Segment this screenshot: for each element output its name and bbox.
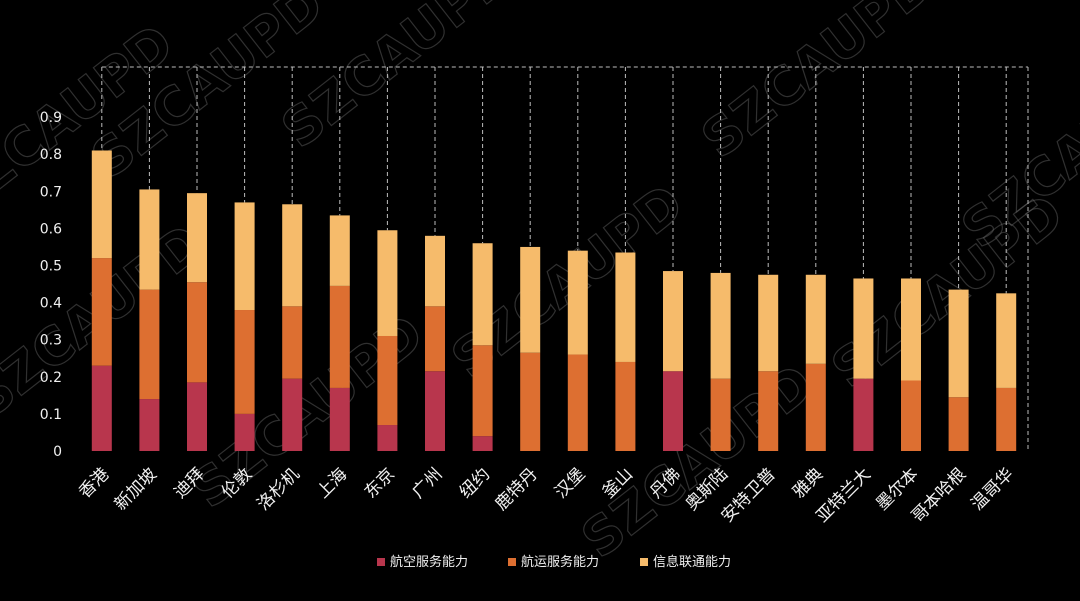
bar-segment: [187, 282, 207, 383]
bar-segment: [472, 436, 493, 451]
watermark-text: SZCAUPD: [571, 353, 825, 570]
bar-segment: [710, 378, 731, 451]
bar-segment: [520, 246, 541, 353]
bar-segment: [425, 235, 445, 307]
bar-segment: [901, 278, 921, 381]
bar-segment: [948, 397, 969, 451]
legend-swatch: [508, 558, 516, 566]
y-axis: 0 0.1 0.2 0.3 0.4 0.5 0.6 0.7 0.8 0.9: [40, 110, 62, 460]
bar-segment: [948, 289, 969, 398]
bar-segment: [758, 274, 779, 372]
watermark-text: SZCAUPD: [691, 0, 945, 170]
bar-segment: [567, 250, 588, 355]
bar-segment: [282, 378, 303, 451]
y-tick-label: 0.7: [40, 184, 62, 200]
legend-label: 航空服务能力: [390, 554, 468, 570]
x-category-label: 温哥华: [968, 464, 1018, 514]
y-tick-label: 0.2: [40, 370, 62, 386]
x-category-label: 纽约: [456, 464, 494, 502]
bar-segment: [329, 215, 350, 286]
x-category-label: 鹿特丹: [492, 464, 542, 514]
legend-swatch: [640, 558, 648, 566]
bar-segment: [710, 272, 731, 379]
bar-segment: [567, 354, 588, 451]
y-tick-label: 0.9: [40, 110, 62, 126]
y-tick-label: 0: [53, 444, 62, 460]
bar-segment: [996, 387, 1017, 451]
bar-segment: [234, 413, 255, 451]
bar-segment: [234, 202, 255, 311]
legend-label: 航运服务能力: [521, 554, 599, 570]
bar-segment: [425, 306, 445, 372]
y-tick-label: 0.3: [40, 333, 62, 349]
bar-segment: [187, 193, 207, 283]
bar-segment: [139, 289, 160, 400]
bar-segment: [472, 345, 493, 437]
bar-segment: [377, 425, 398, 451]
bar-segment: [282, 204, 303, 307]
bar-segment: [329, 387, 350, 451]
x-category-label: 香港: [75, 464, 113, 502]
bar-segment: [234, 310, 255, 414]
bar-segment: [663, 271, 683, 372]
bar-segment: [996, 293, 1017, 388]
bar-segment: [377, 335, 398, 426]
x-category-label: 雅典: [789, 464, 827, 502]
x-category-label: 广州: [408, 464, 446, 502]
bar-segment: [615, 252, 636, 362]
legend-swatch: [377, 558, 385, 566]
bar-segment: [615, 361, 636, 451]
x-category-label: 东京: [361, 464, 399, 502]
bar-segment: [853, 378, 874, 451]
bar-segment: [901, 380, 921, 451]
bar-segment: [377, 230, 398, 336]
bar-segment: [91, 150, 112, 259]
y-tick-label: 0.6: [40, 221, 62, 237]
bar-segment: [853, 278, 874, 379]
bar-segment: [758, 371, 779, 451]
bar-segment: [91, 365, 112, 451]
bar-segment: [91, 258, 112, 366]
bar-segment: [187, 382, 207, 451]
bar-segment: [520, 352, 541, 451]
legend-label: 信息联通能力: [653, 554, 731, 570]
bar-segment: [139, 399, 160, 451]
bar-segment: [425, 371, 445, 451]
bars: [91, 150, 1017, 451]
bar-segment: [472, 243, 493, 346]
y-tick-label: 0.8: [40, 147, 62, 163]
legend: 航空服务能力 航运服务能力 信息联通能力: [377, 554, 731, 570]
y-tick-label: 0.4: [40, 296, 62, 312]
dashed-guides: [101, 66, 1029, 451]
bar-segment: [329, 285, 350, 388]
y-tick-label: 0.5: [40, 259, 62, 275]
bar-segment: [663, 371, 683, 451]
bar-segment: [282, 306, 303, 379]
bar-segment: [805, 274, 826, 364]
x-category-label: 汉堡: [551, 464, 589, 502]
x-category-label: 新加坡: [111, 464, 161, 514]
bar-segment: [805, 363, 826, 451]
bar-segment: [139, 189, 160, 290]
x-category-label: 上海: [313, 464, 351, 502]
y-tick-label: 0.1: [40, 407, 62, 423]
